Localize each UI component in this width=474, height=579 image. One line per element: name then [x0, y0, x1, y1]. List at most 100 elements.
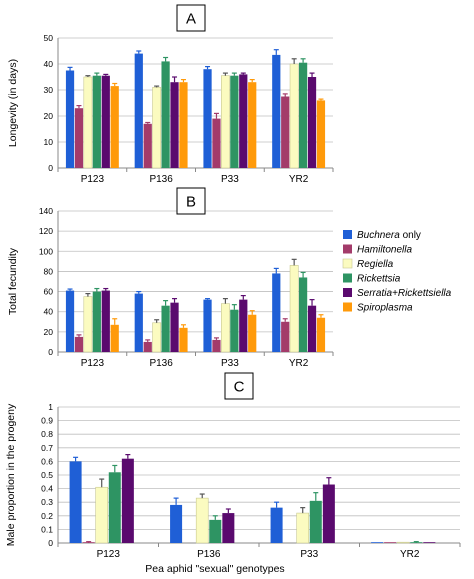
- bar-rickettsia-p33: [230, 75, 239, 168]
- bar-hamiltonella-yr2: [384, 542, 397, 543]
- bar-spiroplasma-yr2: [316, 100, 326, 168]
- y-tick-label: 0.7: [41, 443, 53, 453]
- x-tick-label: P123: [81, 358, 105, 369]
- legend-swatch-rickettsia: [343, 273, 352, 283]
- bar-hamiltonella-p123: [74, 336, 84, 352]
- bar-rickettsia-p136: [209, 519, 222, 543]
- bar-buchnera-only-p33: [270, 507, 283, 543]
- bar-rickettsia-p33: [309, 500, 322, 543]
- bar-spiroplasma-yr2: [316, 317, 326, 352]
- bar-hamiltonella-yr2: [281, 321, 290, 352]
- bar-spiroplasma-p123: [110, 324, 119, 352]
- bar-regiella-p123: [83, 296, 93, 353]
- bar-hamiltonella-p136: [143, 123, 152, 168]
- bar-spiroplasma-p136: [179, 327, 188, 352]
- bar-hamiltonella-p123: [74, 108, 84, 168]
- bar-serratia-rickettsiella-p33: [239, 74, 248, 168]
- bar-hamiltonella-yr2: [281, 96, 290, 168]
- bar-buchnera-only-p123: [65, 70, 75, 168]
- x-tick-label: P123: [81, 174, 105, 185]
- panel-badge-box: [224, 372, 254, 400]
- y-tick-label: 20: [44, 111, 54, 121]
- bar-serratia-rickettsiella-p33: [239, 299, 248, 352]
- bar-regiella-yr2: [289, 63, 299, 169]
- bar-regiella-p33: [296, 512, 310, 544]
- bar-regiella-p136: [195, 497, 209, 544]
- bar-buchnera-only-yr2: [371, 542, 384, 543]
- legend-swatch-regiella: [342, 258, 353, 269]
- bar-serratia-rickettsiella-p136: [170, 82, 179, 168]
- bar-rickettsia-p136: [161, 305, 170, 352]
- bar-buchnera-only-p123: [65, 290, 75, 352]
- x-tick-label: P33: [221, 174, 239, 185]
- panel-b: 0 20 40 60 80 100 120 140 P123 P136 P33 YR2 Total fe…: [7, 187, 334, 369]
- legend-label-regiella: Regiella: [357, 259, 394, 270]
- y-tick-label: 120: [39, 226, 53, 236]
- bar-rickettsia-p33: [230, 309, 239, 352]
- legend-label-buchnera-only: Buchnera only: [357, 230, 421, 241]
- bar-serratia-rickettsiella-yr2: [423, 542, 436, 543]
- bar-spiroplasma-p123: [110, 86, 119, 168]
- bar-regiella-p123: [95, 486, 109, 544]
- bar-regiella-p33: [220, 303, 230, 353]
- y-tick-label: 0.3: [41, 497, 53, 507]
- y-tick-label: 100: [39, 246, 53, 256]
- y-axis-label: Total fecundity: [7, 247, 19, 315]
- bar-serratia-rickettsiella-p136: [222, 513, 235, 543]
- legend-label-rickettsia: Rickettsia: [357, 274, 401, 285]
- panel-a: 0 10 20 30 40 50 P123 P136 P33 YR2 Longevity (in d…: [7, 4, 334, 185]
- y-axis-label: Longevity (in days): [7, 59, 19, 147]
- bar-serratia-rickettsiella-yr2: [307, 77, 317, 168]
- x-tick-label: YR2: [400, 549, 420, 560]
- bar-serratia-rickettsiella-p123: [101, 75, 110, 168]
- bar-buchnera-only-p123: [69, 461, 82, 543]
- y-tick-label: 50: [44, 33, 54, 43]
- bar-serratia-rickettsiella-yr2: [307, 305, 317, 352]
- bar-hamiltonella-p136: [143, 341, 152, 352]
- bar-buchnera-only-p33: [203, 299, 212, 352]
- bar-rickettsia-p136: [161, 61, 170, 168]
- bar-spiroplasma-p136: [179, 82, 188, 168]
- bar-rickettsia-yr2: [298, 62, 308, 169]
- bar-rickettsia-p123: [92, 291, 101, 352]
- x-tick-label: P33: [221, 358, 239, 369]
- bar-regiella-p123: [83, 76, 93, 169]
- bar-buchnera-only-p136: [170, 504, 183, 543]
- bar-rickettsia-p123: [108, 472, 121, 543]
- y-tick-label: 0: [48, 347, 53, 357]
- y-axis-label: Male proportion in the progeny: [5, 403, 17, 546]
- y-tick-label: 0.9: [41, 416, 53, 426]
- y-tick-label: 0.8: [41, 429, 53, 439]
- x-axis-title: Pea aphid "sexual" genotypes: [145, 563, 284, 575]
- legend-swatch-buchnera-only: [343, 230, 352, 239]
- bar-rickettsia-p123: [92, 75, 101, 168]
- y-tick-label: 60: [44, 287, 54, 297]
- y-tick-label: 0.5: [41, 470, 53, 480]
- legend-swatch-hamiltonella: [343, 244, 352, 254]
- y-tick-label: 140: [39, 206, 53, 216]
- y-tick-label: 80: [44, 266, 54, 276]
- bar-serratia-rickettsiella-p123: [101, 290, 110, 352]
- bar-hamiltonella-p33: [212, 118, 221, 168]
- bar-buchnera-only-yr2: [272, 54, 281, 168]
- panel-badge-box: [176, 4, 206, 32]
- panel-c: 0 0.1 0.2 0.3 0.4 0.5 0.6 0.7 0.8 0.9 1 P123 P136 P33…: [5, 372, 461, 560]
- bar-spiroplasma-p33: [248, 314, 257, 352]
- x-tick-label: P33: [300, 549, 318, 560]
- legend-label-spiroplasma: Spiroplasma: [357, 303, 413, 314]
- x-tick-label: P136: [197, 549, 221, 560]
- bar-serratia-rickettsiella-p136: [170, 302, 179, 352]
- legend-label-serratia-rickettsiella: Serratia+Rickettsiella: [357, 288, 452, 299]
- bar-serratia-rickettsiella-p123: [121, 458, 134, 543]
- legend-swatch-spiroplasma: [343, 302, 352, 312]
- y-tick-label: 0.6: [41, 456, 53, 466]
- y-tick-label: 1: [48, 402, 53, 412]
- bar-buchnera-only-p136: [134, 53, 143, 168]
- y-tick-label: 40: [44, 307, 54, 317]
- panel-badge-label: B: [186, 194, 196, 211]
- bar-regiella-yr2: [396, 541, 410, 544]
- y-tick-label: 0: [48, 163, 53, 173]
- legend-swatch-serratia-rickettsiella: [343, 288, 352, 297]
- panel-badge-label: A: [186, 11, 196, 28]
